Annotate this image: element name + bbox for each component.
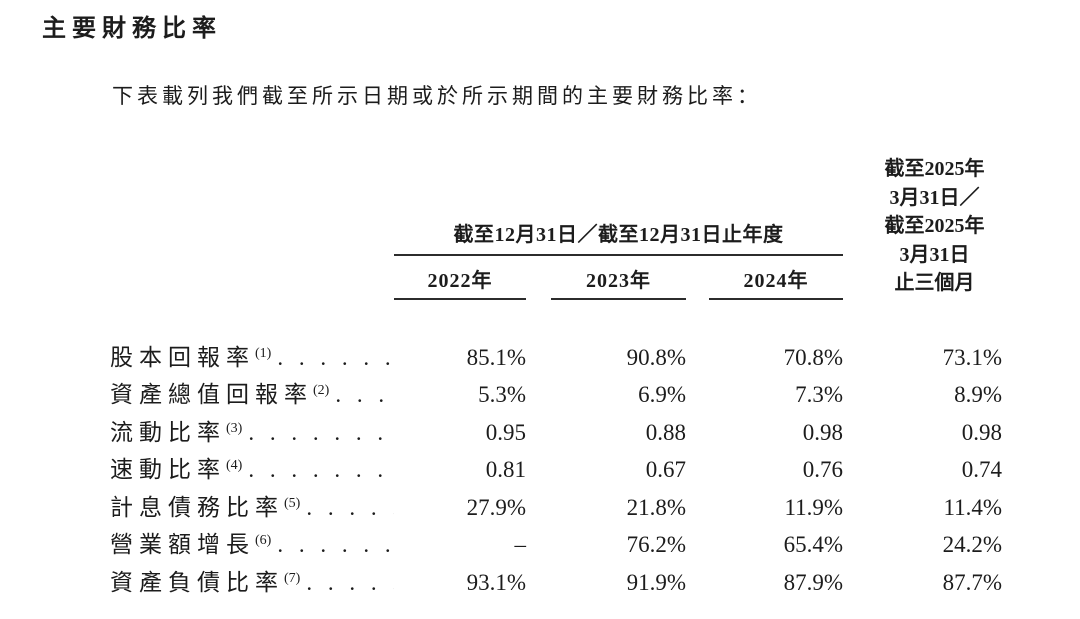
- table-row: 資產負債比率(7) . . . . . 93.1% 91.9% 87.9% 87.…: [110, 564, 1002, 602]
- row-label: 股本回報率(1) . . . . . . .: [110, 339, 394, 377]
- cell-value: 8.9%: [954, 382, 1002, 407]
- cell-value: 5.3%: [478, 382, 526, 407]
- cell-value: 70.8%: [783, 344, 843, 370]
- footnote-marker: (1): [255, 345, 272, 361]
- footnote-marker: (7): [284, 570, 301, 586]
- period-header-line: 截至2025年: [884, 158, 985, 180]
- dot-leader: . . . .: [335, 382, 394, 407]
- table-row: 營業額增長(6) . . . . . . . – 76.2% 65.4% 24.2…: [110, 526, 1002, 564]
- footnote-marker: (2): [313, 383, 330, 398]
- cell-value: 11.4%: [943, 494, 1002, 520]
- cell-value: 0.67: [645, 457, 686, 482]
- cell-value: 90.8%: [626, 344, 686, 370]
- row-label: 資產總值回報率(2) . . . .: [110, 376, 394, 414]
- cell-value: 11.9%: [784, 494, 843, 520]
- row-label-text: 股本回報率: [110, 344, 255, 370]
- cell-value: 27.9%: [466, 494, 526, 520]
- period-header-2025: 截至2025年 3月31日／ 截至2025年 3月31日 止三個月: [867, 155, 1002, 300]
- table-row: 計息債務比率(5) . . . . . 27.9% 21.8% 11.9% 11.…: [110, 489, 1002, 527]
- row-label-text: 資產負債比率: [110, 569, 284, 595]
- cell-value: 91.9%: [626, 569, 686, 595]
- page-title: 主要財務比率: [42, 15, 222, 42]
- cell-value: 87.7%: [942, 569, 1002, 595]
- footnote-marker: (4): [226, 458, 243, 473]
- cell-value: 0.81: [485, 457, 526, 482]
- financial-ratios-table: 截至12月31日／截至12月31日止年度 2022年 2023年 2024年 截…: [110, 155, 1002, 601]
- period-header-line: 止三個月: [894, 272, 975, 294]
- table-row: 股本回報率(1). . . . . . . 85.1% 90.8% 70.8% …: [110, 339, 1002, 377]
- cell-value: 65.4%: [783, 532, 843, 557]
- table-header: 截至12月31日／截至12月31日止年度 2022年 2023年 2024年 截…: [110, 155, 1002, 300]
- cell-value: 0.95: [485, 419, 526, 445]
- period-header-line: 3月31日: [899, 243, 970, 266]
- cell-value: 0.88: [645, 419, 686, 445]
- years-column-group: 截至12月31日／截至12月31日止年度 2022年 2023年 2024年: [394, 218, 843, 300]
- cell-value: 93.1%: [466, 569, 526, 595]
- year-header-row: 2022年 2023年 2024年: [394, 256, 843, 300]
- table-row: 速動比率(4). . . . . . . . . 0.81 0.67 0.76 …: [110, 451, 1002, 489]
- row-label: 營業額增長(6) . . . . . . .: [110, 526, 394, 564]
- dot-leader: . . . . .: [306, 569, 394, 595]
- table-row: 流動比率(3). . . . . . . . . 0.95 0.88 0.98 …: [110, 414, 1002, 452]
- table-body: 股本回報率(1). . . . . . . 85.1% 90.8% 70.8% …: [110, 339, 1002, 602]
- cell-value: 24.2%: [942, 532, 1002, 557]
- group-header: 截至12月31日／截至12月31日止年度: [394, 218, 843, 256]
- dot-leader: . . . . . . .: [277, 344, 394, 370]
- year-header-2022: 2022年: [394, 256, 526, 300]
- dot-leader: . . . . .: [306, 494, 394, 520]
- cell-value: 0.98: [961, 419, 1002, 445]
- period-header-line: 3月31日／: [889, 186, 980, 209]
- cell-value: 6.9%: [638, 382, 686, 407]
- cell-value: 87.9%: [783, 569, 843, 595]
- cell-value: 7.3%: [795, 382, 843, 407]
- footnote-marker: (3): [226, 420, 243, 436]
- cell-value: –: [514, 532, 527, 557]
- dot-leader: . . . . . . . . .: [248, 457, 394, 482]
- cell-value: 85.1%: [466, 344, 526, 370]
- dot-leader: . . . . . . . . .: [248, 419, 394, 445]
- cell-value: 73.1%: [942, 344, 1002, 370]
- cell-value: 0.98: [802, 419, 843, 445]
- cell-value: 0.76: [802, 457, 843, 482]
- row-label: 資產負債比率(7) . . . . .: [110, 564, 394, 602]
- row-label-text: 資產總值回報率: [110, 382, 313, 407]
- cell-value: 76.2%: [626, 532, 686, 557]
- row-label-text: 營業額增長: [110, 532, 255, 557]
- row-label-text: 計息債務比率: [110, 494, 284, 520]
- row-label: 流動比率(3) . . . . . . . . .: [110, 414, 394, 452]
- footnote-marker: (6): [255, 533, 272, 548]
- year-header-2024: 2024年: [709, 256, 843, 300]
- cell-value: 0.74: [961, 457, 1002, 482]
- table-row: 資產總值回報率(2) . . . . 5.3% 6.9% 7.3% 8.9%: [110, 376, 1002, 414]
- row-label-text: 速動比率: [110, 457, 226, 482]
- year-header-2023: 2023年: [551, 256, 686, 300]
- cell-value: 21.8%: [626, 494, 686, 520]
- intro-text: 下表載列我們截至所示日期或於所示期間的主要財務比率：: [112, 84, 762, 108]
- footnote-marker: (5): [284, 495, 301, 511]
- row-label-text: 流動比率: [110, 419, 226, 445]
- dot-leader: . . . . . . .: [277, 532, 394, 557]
- row-label: 計息債務比率(5) . . . . .: [110, 489, 394, 527]
- period-header-line: 截至2025年: [884, 215, 985, 237]
- row-label: 速動比率(4) . . . . . . . . .: [110, 451, 394, 489]
